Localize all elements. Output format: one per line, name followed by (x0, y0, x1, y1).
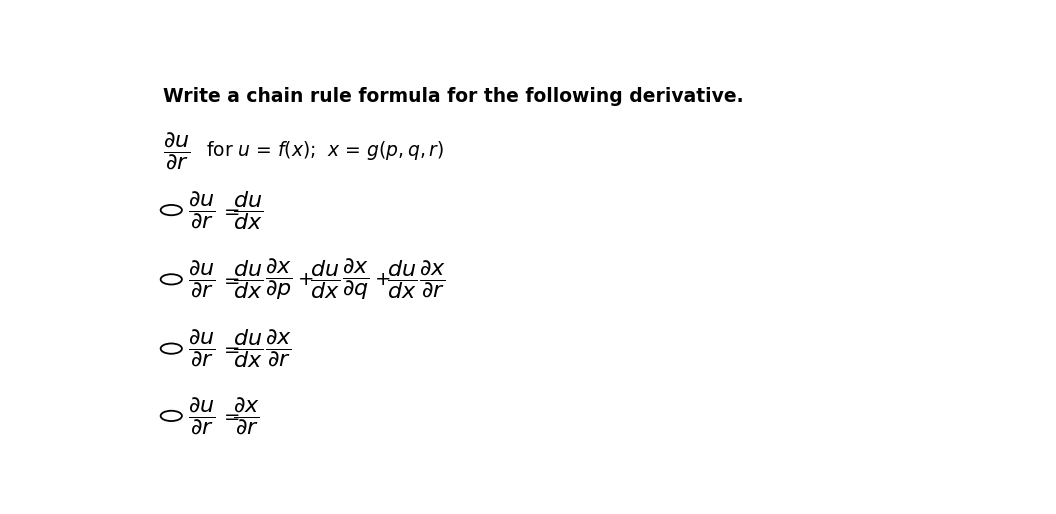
Text: $=$: $=$ (221, 200, 241, 219)
Text: $\dfrac{du}{dx}$: $\dfrac{du}{dx}$ (388, 258, 417, 301)
Text: $\dfrac{du}{dx}$: $\dfrac{du}{dx}$ (233, 258, 264, 301)
Text: $\dfrac{du}{dx}$: $\dfrac{du}{dx}$ (310, 258, 341, 301)
Text: $\dfrac{\partial x}{\partial p}$: $\dfrac{\partial x}{\partial p}$ (265, 256, 293, 302)
Text: $\dfrac{du}{dx}$: $\dfrac{du}{dx}$ (233, 189, 264, 232)
Text: $\dfrac{\partial x}{\partial r}$: $\dfrac{\partial x}{\partial r}$ (233, 395, 261, 437)
Text: $\dfrac{\partial x}{\partial r}$: $\dfrac{\partial x}{\partial r}$ (265, 328, 293, 370)
Text: $\dfrac{\partial u}{\partial r}$: $\dfrac{\partial u}{\partial r}$ (188, 189, 215, 231)
Text: Write a chain rule formula for the following derivative.: Write a chain rule formula for the follo… (163, 87, 743, 106)
Text: $\dfrac{\partial u}{\partial r}$: $\dfrac{\partial u}{\partial r}$ (188, 259, 215, 300)
Text: $\dfrac{du}{dx}$: $\dfrac{du}{dx}$ (233, 327, 264, 370)
Text: $=$: $=$ (221, 339, 241, 358)
Text: $+$: $+$ (374, 270, 391, 289)
Text: $=$: $=$ (221, 407, 241, 426)
Text: $\dfrac{\partial u}{\partial r}$: $\dfrac{\partial u}{\partial r}$ (188, 328, 215, 370)
Text: for $u$ = $f(x)$;  $x$ = $g(p, q, r)$: for $u$ = $f(x)$; $x$ = $g(p, q, r)$ (206, 139, 444, 162)
Text: $\dfrac{\partial x}{\partial r}$: $\dfrac{\partial x}{\partial r}$ (419, 259, 446, 300)
Text: $=$: $=$ (221, 270, 241, 289)
Text: $\dfrac{\partial x}{\partial q}$: $\dfrac{\partial x}{\partial q}$ (342, 256, 370, 302)
Text: $\dfrac{\partial u}{\partial r}$: $\dfrac{\partial u}{\partial r}$ (188, 395, 215, 437)
Text: $+$: $+$ (298, 270, 314, 289)
Text: $\dfrac{\partial u}{\partial r}$: $\dfrac{\partial u}{\partial r}$ (163, 130, 191, 172)
